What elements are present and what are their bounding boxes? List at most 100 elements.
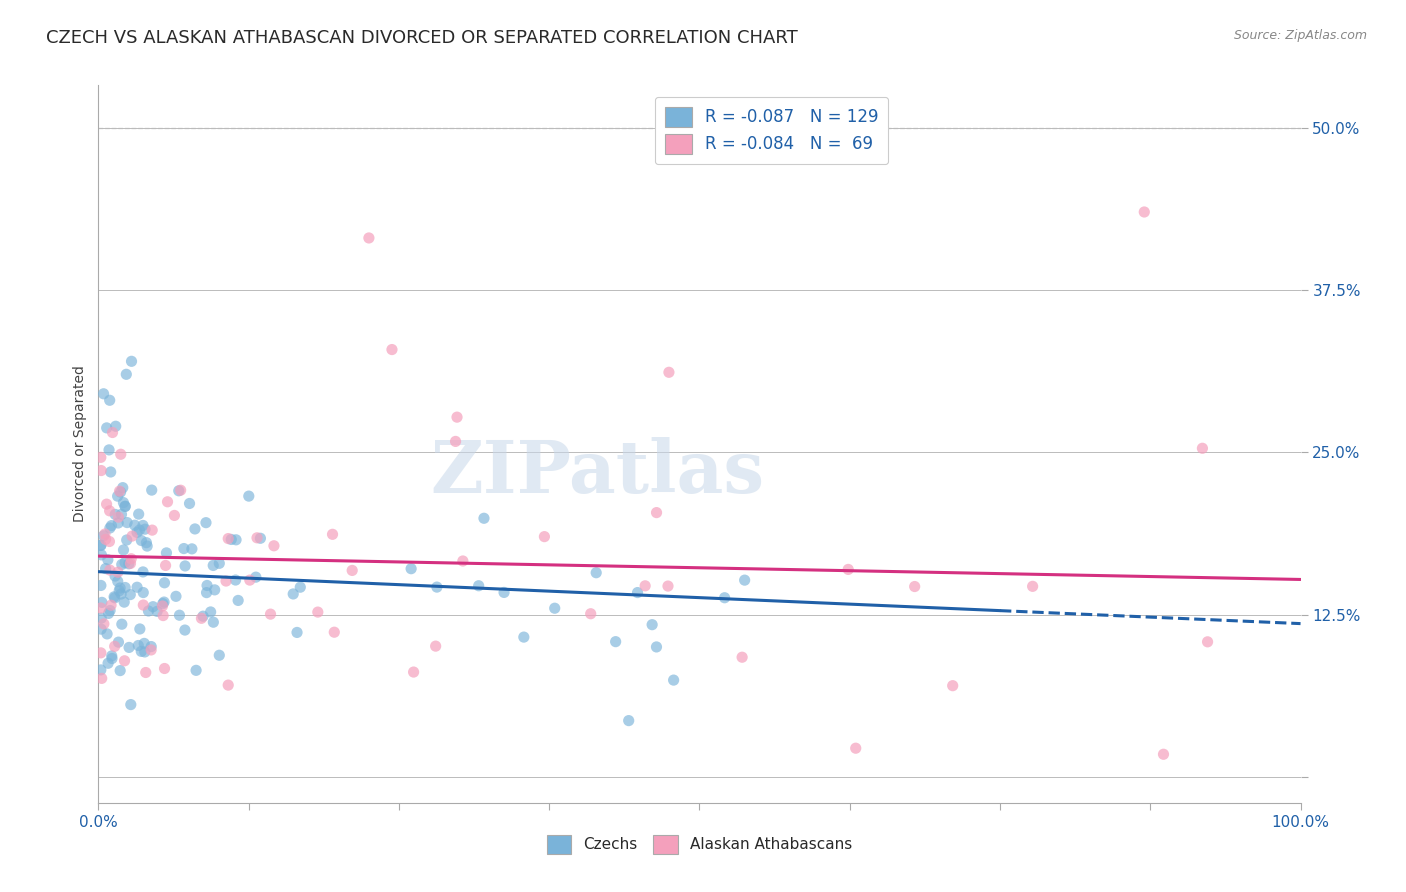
Point bbox=[446, 410, 468, 425]
Point bbox=[174, 558, 197, 573]
Point bbox=[98, 393, 121, 408]
Point bbox=[1191, 442, 1213, 456]
Point bbox=[132, 565, 155, 579]
Text: CZECH VS ALASKAN ATHABASCAN DIVORCED OR SEPARATED CORRELATION CHART: CZECH VS ALASKAN ATHABASCAN DIVORCED OR … bbox=[46, 29, 799, 47]
Point bbox=[110, 485, 132, 500]
Point bbox=[134, 636, 156, 650]
Point bbox=[290, 580, 312, 594]
Point bbox=[90, 663, 112, 677]
Point bbox=[225, 533, 247, 547]
Point bbox=[90, 601, 112, 615]
Point bbox=[114, 500, 136, 514]
Point bbox=[641, 617, 664, 632]
Point bbox=[155, 558, 177, 573]
Point bbox=[194, 516, 217, 530]
Point bbox=[245, 570, 267, 584]
Point bbox=[246, 531, 269, 545]
Point bbox=[96, 497, 118, 511]
Point bbox=[90, 548, 112, 562]
Point bbox=[340, 563, 363, 577]
Point bbox=[734, 573, 756, 587]
Point bbox=[426, 580, 449, 594]
Point bbox=[94, 527, 117, 541]
Point bbox=[200, 605, 222, 619]
Point bbox=[138, 604, 160, 618]
Point bbox=[142, 599, 165, 614]
Point bbox=[115, 368, 138, 382]
Point bbox=[108, 664, 131, 678]
Point bbox=[129, 644, 152, 658]
Point bbox=[121, 354, 143, 368]
Point bbox=[128, 523, 150, 537]
Point bbox=[153, 575, 176, 590]
Point bbox=[381, 343, 404, 357]
Point bbox=[111, 558, 134, 572]
Point bbox=[323, 625, 346, 640]
Point bbox=[112, 543, 135, 558]
Point bbox=[472, 511, 495, 525]
Point bbox=[285, 625, 308, 640]
Point bbox=[100, 648, 122, 663]
Point bbox=[152, 599, 174, 613]
Point bbox=[645, 640, 668, 654]
Point bbox=[101, 425, 124, 440]
Point bbox=[217, 678, 239, 692]
Point bbox=[165, 590, 187, 604]
Point bbox=[283, 587, 305, 601]
Point bbox=[110, 587, 132, 601]
Point bbox=[98, 534, 121, 549]
Point bbox=[141, 523, 163, 537]
Point bbox=[263, 539, 285, 553]
Point bbox=[494, 585, 516, 599]
Point bbox=[155, 546, 177, 560]
Point bbox=[111, 617, 134, 632]
Point bbox=[90, 578, 112, 592]
Point bbox=[167, 483, 190, 498]
Point bbox=[184, 664, 207, 678]
Point bbox=[107, 516, 129, 530]
Point bbox=[111, 481, 134, 495]
Point bbox=[108, 583, 131, 598]
Point bbox=[180, 541, 202, 556]
Point bbox=[128, 507, 150, 521]
Point bbox=[163, 508, 186, 523]
Point bbox=[97, 607, 120, 621]
Point bbox=[184, 522, 207, 536]
Point bbox=[107, 635, 129, 649]
Point bbox=[120, 698, 142, 712]
Point bbox=[104, 640, 127, 654]
Point bbox=[98, 442, 121, 457]
Point bbox=[152, 608, 174, 623]
Point bbox=[90, 672, 112, 686]
Text: Source: ZipAtlas.com: Source: ZipAtlas.com bbox=[1233, 29, 1367, 43]
Point bbox=[662, 673, 685, 687]
Point bbox=[104, 591, 127, 605]
Point bbox=[90, 464, 112, 478]
Point bbox=[135, 665, 157, 680]
Point bbox=[110, 447, 132, 461]
Point bbox=[107, 574, 129, 589]
Point bbox=[195, 585, 218, 599]
Point bbox=[634, 579, 657, 593]
Point bbox=[97, 657, 120, 671]
Point bbox=[444, 434, 467, 449]
Point bbox=[141, 483, 163, 497]
Point bbox=[399, 562, 422, 576]
Point bbox=[169, 483, 191, 498]
Point bbox=[131, 533, 153, 548]
Point bbox=[132, 585, 155, 599]
Text: ZIPatlas: ZIPatlas bbox=[430, 437, 765, 508]
Point bbox=[90, 538, 112, 552]
Point bbox=[134, 522, 156, 536]
Point bbox=[1133, 205, 1156, 219]
Point bbox=[96, 627, 118, 641]
Point bbox=[322, 527, 344, 541]
Point bbox=[226, 593, 249, 607]
Point bbox=[1021, 579, 1043, 593]
Point bbox=[110, 508, 132, 522]
Point bbox=[100, 599, 122, 613]
Point bbox=[1197, 635, 1219, 649]
Point bbox=[103, 590, 125, 604]
Point bbox=[152, 597, 174, 611]
Point bbox=[90, 595, 112, 609]
